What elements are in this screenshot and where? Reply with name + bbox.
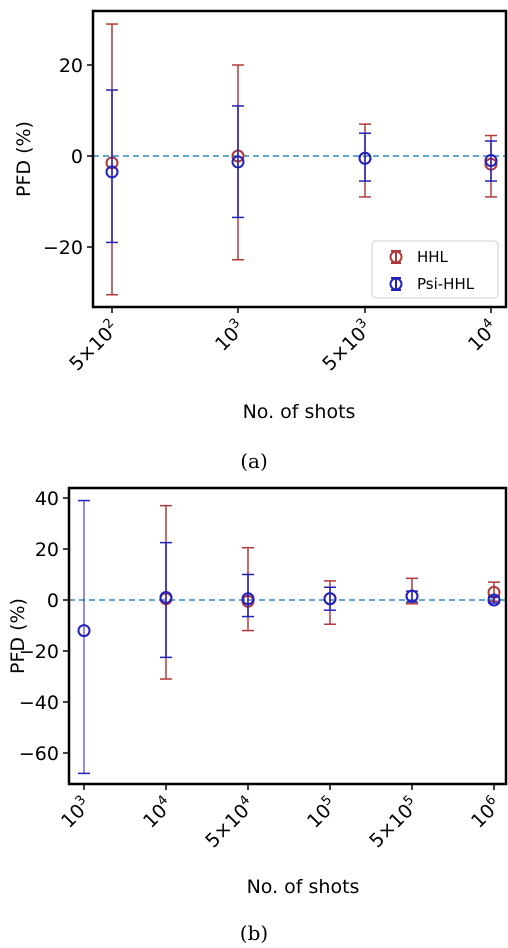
panel-b-x-tick-label: 106 <box>466 793 506 833</box>
panel-b-y-ticks: 40 20 0 −20 −40 −60 <box>19 488 69 765</box>
panel-a-x-tick-label: 103 <box>210 316 250 356</box>
panel-b-x-tick-label: 105 <box>302 793 342 833</box>
panel-b-psi-hhl-point <box>405 589 419 603</box>
panel-b-y-tick-label: 0 <box>47 590 59 612</box>
panel-a-psi-hhl-point <box>105 165 119 179</box>
panel-b-frame <box>67 486 508 786</box>
panel-a-y-tick-label: 20 <box>59 55 83 77</box>
panel-b-y-tick-label: −20 <box>19 641 59 663</box>
panel-b-y-axis-label: PFD (%) <box>7 598 29 674</box>
legend-entry-hhl: HHL <box>389 248 449 266</box>
panel-a-y-tick-label: 0 <box>71 146 83 168</box>
legend: HHL Psi-HHL <box>371 240 499 299</box>
panel-b-marks <box>69 499 506 775</box>
panel-a-psi-hhl-point <box>231 155 245 169</box>
chart-panel-b: 40 20 0 −20 −40 −60 103 104 5×104 105 5×105 106 PF… <box>7 486 508 945</box>
panel-a-x-tick-label: 104 <box>463 316 503 356</box>
panel-a-y-axis-label: PFD (%) <box>13 121 35 197</box>
panel-b-y-tick-label: 40 <box>35 488 59 510</box>
panel-b-x-axis-label: No. of shots <box>247 876 360 898</box>
panel-b-x-tick-label: 5×105 <box>364 793 424 853</box>
panel-b-y-tick-label: 20 <box>35 539 59 561</box>
legend-hhl-marker <box>389 250 403 264</box>
panel-a-frame <box>91 9 508 309</box>
panel-b-x-tick-label: 5×104 <box>200 793 260 853</box>
chart-panel-a: 20 0 −20 5×102 103 5×103 104 PFD (%) No. of s… <box>13 9 508 473</box>
panel-a-y-ticks: 20 0 −20 <box>43 55 93 259</box>
panel-b-psi-hhl-point <box>241 592 255 606</box>
panel-b-x-ticks: 103 104 5×104 105 5×105 106 <box>56 784 506 853</box>
panel-b-x-tick-label: 103 <box>56 793 96 833</box>
panel-b-caption: (b) <box>240 921 268 945</box>
panel-b-psi-hhl-point <box>323 592 337 606</box>
legend-box <box>371 240 499 299</box>
legend-psi-hhl-label: Psi-HHL <box>417 275 475 293</box>
panel-a-x-tick-label: 5×102 <box>64 316 124 376</box>
panel-b-psi-hhl-point <box>487 593 501 607</box>
legend-hhl-label: HHL <box>417 248 449 266</box>
panel-b-psi-hhl-point <box>159 590 173 604</box>
panel-a-psi-hhl-point <box>358 151 372 165</box>
legend-psi-hhl-marker <box>389 277 403 291</box>
panel-b-x-tick-label: 104 <box>138 793 178 833</box>
panel-a-y-tick-label: −20 <box>43 237 83 259</box>
panel-b-y-tick-label: −60 <box>19 743 59 765</box>
panel-b-y-tick-label: −40 <box>19 692 59 714</box>
panel-a-psi-hhl-point <box>484 154 498 168</box>
panel-a-x-tick-label: 5×103 <box>317 316 377 376</box>
panel-b-psi-hhl-point <box>77 624 91 638</box>
panel-a-caption: (a) <box>240 449 268 473</box>
panel-a-marks <box>93 23 506 296</box>
legend-entry-psi-hhl: Psi-HHL <box>389 275 475 293</box>
panel-a-x-ticks: 5×102 103 5×103 104 <box>64 307 503 376</box>
panel-a-x-axis-label: No. of shots <box>243 401 356 423</box>
